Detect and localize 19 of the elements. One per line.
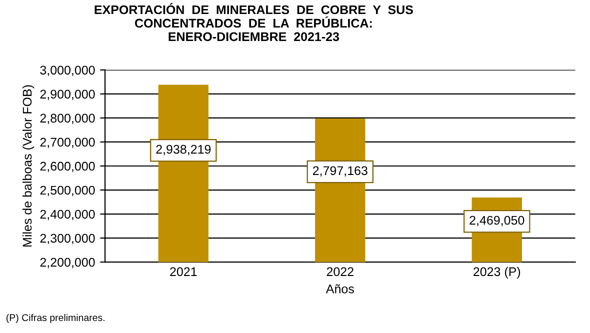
x-tick-label: 2022 xyxy=(326,267,354,276)
x-tick-label: 2023 (P) xyxy=(474,266,520,279)
y-tick-label: 2,800,000 xyxy=(40,114,95,124)
y-tick-label: 3,000,000 xyxy=(40,66,95,76)
y-tick-label: 2,200,000 xyxy=(40,258,95,268)
chart-title: EXPORTACIÓN DE MINERALES DE COBRE Y SUS CONCENTRADOS DE LA REPÚBLICA: ENERO-DICIEMBRE 2021-23 xyxy=(94,2,413,42)
y-tick-label: 2,400,000 xyxy=(40,210,95,220)
y-tick-label: 2,500,000 xyxy=(40,186,95,196)
y-tick-label: 2,700,000 xyxy=(40,138,95,148)
y-tick-label: 2,300,000 xyxy=(40,234,95,244)
x-axis-title: Años xyxy=(326,284,354,294)
data-label: 2,938,219 xyxy=(156,144,211,156)
y-tick-label: 2,600,000 xyxy=(40,162,95,172)
text: (P) Cifras preliminares. xyxy=(6,314,104,324)
data-label: 2,797,163 xyxy=(312,166,368,177)
y-axis-title: Miles de balboas (Valor FOB) xyxy=(22,85,34,246)
x-tick-label: 2021 xyxy=(170,267,197,276)
y-tick-label: 2,900,000 xyxy=(40,90,95,100)
data-label: 2,469,050 xyxy=(470,216,524,226)
